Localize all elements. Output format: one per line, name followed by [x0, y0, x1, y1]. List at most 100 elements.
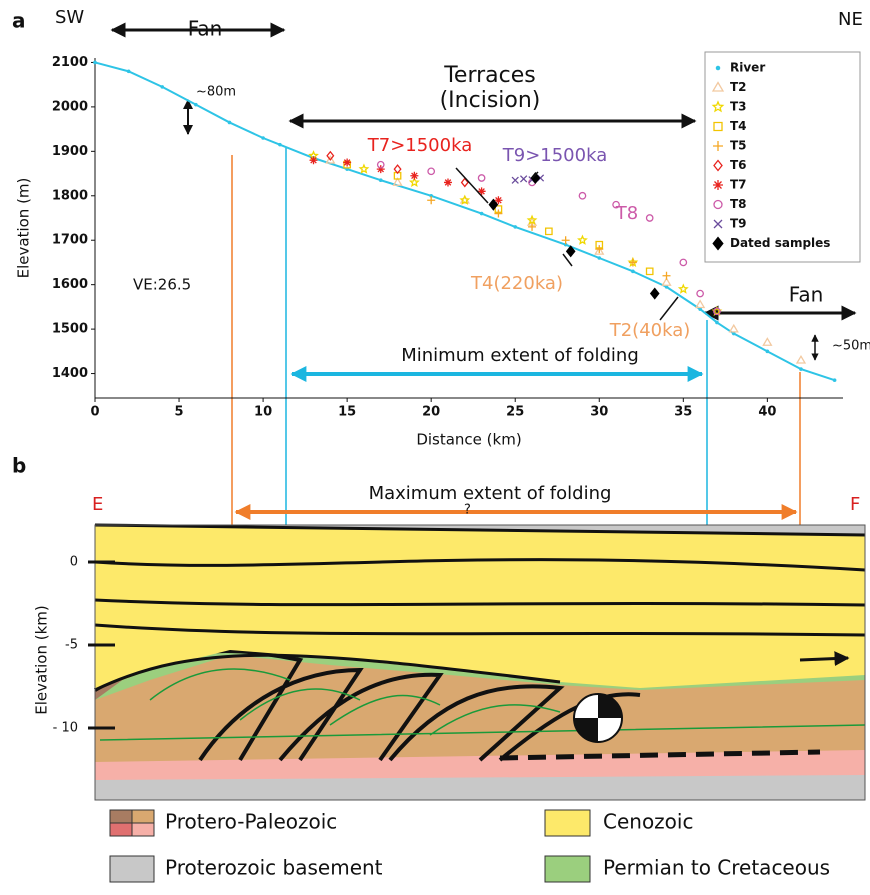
point	[631, 269, 635, 274]
point	[795, 354, 807, 364]
leader	[659, 296, 679, 321]
annotation: Fan	[789, 283, 824, 307]
annotation: T4(220ka)	[470, 273, 563, 294]
leader	[562, 253, 573, 267]
x-axis-label: Distance (km)	[416, 431, 521, 449]
y-axis-label: Elevation (m)	[15, 178, 33, 279]
legend-label: T7	[730, 178, 747, 192]
legend-label: Protero-Paleozoic	[165, 810, 337, 834]
point	[677, 283, 689, 294]
point	[544, 227, 553, 236]
point	[93, 60, 97, 65]
point	[427, 167, 436, 176]
legend-label: Permian to Cretaceous	[603, 856, 830, 880]
annotation: T7>1500ka	[367, 135, 472, 156]
legend-label: T6	[730, 158, 747, 172]
point	[577, 234, 588, 245]
x-tick-label: 10	[254, 405, 272, 420]
y-tick-label: 2000	[52, 99, 88, 114]
point	[528, 222, 537, 231]
point	[628, 258, 637, 267]
y-tick-label: 0	[70, 555, 78, 570]
tick-marks	[88, 560, 115, 730]
point	[410, 171, 419, 180]
panel-label: a	[12, 9, 26, 33]
legend-marker	[713, 199, 723, 210]
point	[594, 246, 605, 255]
point	[679, 258, 688, 267]
point	[479, 211, 484, 216]
legend: Protero-Paleozoic Cenozoic Proterozoic b…	[109, 809, 830, 883]
point	[429, 193, 433, 198]
point	[443, 178, 452, 187]
point	[261, 136, 265, 140]
annotation: (Incision)	[440, 88, 541, 113]
annotation: T2(40ka)	[609, 320, 691, 341]
point	[494, 205, 503, 213]
legend-label: T2	[730, 80, 747, 94]
swatch	[131, 809, 155, 824]
x-tick-label: 20	[422, 405, 440, 420]
annotation: ~80m	[196, 85, 236, 100]
legend-label: T5	[730, 139, 747, 153]
point	[378, 178, 383, 183]
point	[408, 176, 420, 188]
annotation: T8	[615, 203, 638, 224]
point	[832, 378, 837, 383]
section-frame	[94, 524, 866, 801]
x-tick-label: 0	[90, 405, 99, 420]
y-tick-label: - 10	[53, 721, 78, 736]
point	[731, 331, 736, 336]
slip-arrow	[799, 651, 850, 667]
legend-marker	[713, 159, 723, 172]
point	[578, 191, 587, 200]
point	[595, 240, 604, 249]
y-tick-label: 2100	[52, 55, 88, 70]
y-tick-label: 1900	[52, 144, 88, 159]
legend-label: Cenozoic	[603, 810, 693, 834]
decollement	[499, 749, 821, 761]
panel-label: b	[12, 454, 26, 478]
swatch	[109, 809, 133, 824]
legend-marker	[711, 100, 725, 113]
legend-label: T3	[730, 100, 747, 114]
y-tick-label: -5	[65, 638, 78, 653]
y-tick-label: 1600	[52, 277, 88, 292]
y-tick-label: 1500	[52, 322, 88, 337]
x-tick-label: 5	[175, 405, 184, 420]
point	[728, 323, 739, 333]
point	[513, 225, 518, 229]
point	[278, 142, 282, 147]
legend-marker	[712, 236, 724, 251]
legend-label: T8	[730, 197, 747, 211]
connector-lines	[231, 148, 801, 565]
point	[393, 164, 402, 175]
question-mark: ?	[464, 503, 471, 518]
y-tick-label: 1400	[52, 366, 88, 381]
point	[519, 175, 528, 183]
point	[661, 277, 672, 286]
swatch	[131, 822, 155, 837]
swatch	[544, 809, 591, 837]
point	[645, 267, 654, 276]
point	[427, 196, 436, 205]
point	[694, 299, 706, 309]
x-tick-label: 25	[506, 405, 524, 420]
point	[715, 320, 719, 325]
annotation: Minimum extent of folding	[401, 345, 639, 366]
point	[376, 160, 385, 169]
point	[325, 154, 336, 164]
leader	[455, 167, 489, 204]
legend-box	[704, 51, 861, 263]
corner-label: SW	[55, 7, 84, 28]
legend-marker	[713, 180, 723, 190]
legend-label: River	[730, 61, 765, 75]
point	[649, 287, 660, 300]
point	[477, 187, 486, 196]
point	[488, 198, 499, 211]
annotation: ~50m	[832, 339, 870, 354]
point	[494, 209, 503, 218]
point	[126, 69, 131, 74]
x-tick-label: 35	[674, 405, 692, 420]
point	[561, 236, 570, 245]
